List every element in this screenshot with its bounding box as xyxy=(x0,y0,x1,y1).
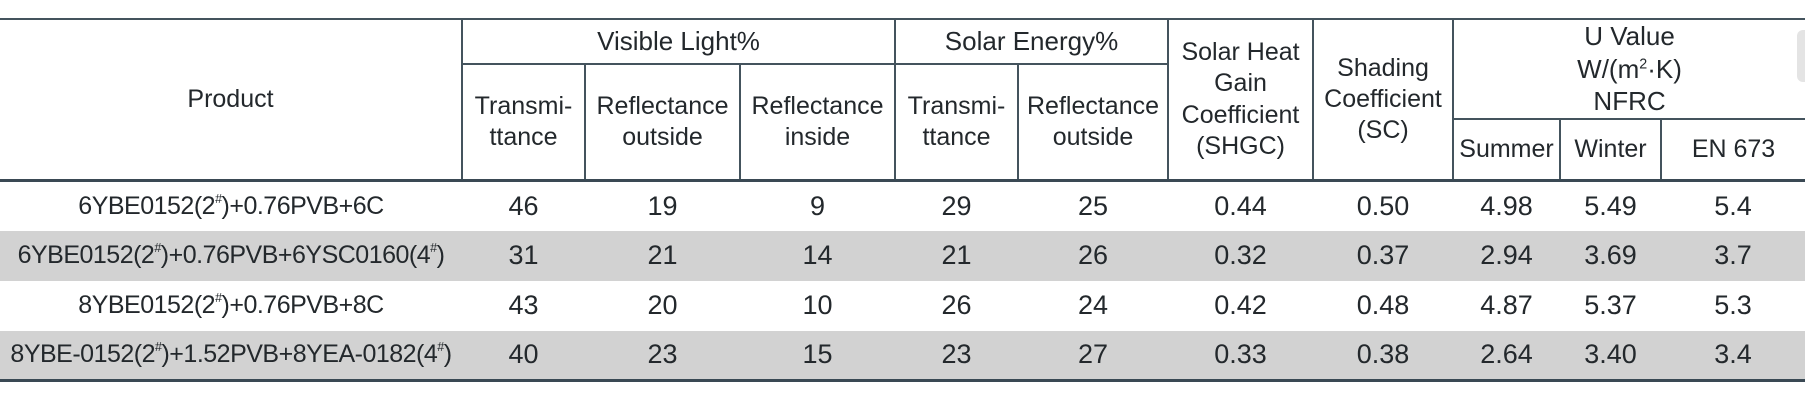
value-cell: 0.44 xyxy=(1214,190,1267,221)
value-cell: 23 xyxy=(585,330,740,382)
group-header-solar-energy: Solar Energy% xyxy=(893,19,1169,65)
value-cell: 0.48 xyxy=(1356,290,1410,320)
subheader-uvalue-summer: Summer xyxy=(1452,118,1561,182)
value-cell: 5.37 xyxy=(1584,290,1637,320)
value-cell: 10 xyxy=(802,290,833,320)
table-row: 6YBE0152(2#)+0.76PVB+6YSC0160(4#) 31 21 … xyxy=(0,230,1805,281)
value-cell: 9 xyxy=(809,190,826,221)
scrollbar-thumb[interactable] xyxy=(1797,30,1805,82)
col-header-shgc: Solar Heat Gain Coefficient (SHGC) xyxy=(1167,19,1314,182)
table-row: 8YBE-0152(2#)+1.52PVB+8YEA-0182(4#) 40 2… xyxy=(0,330,1805,382)
subheader-se-reflectance-outside: Reflectance outside xyxy=(1016,64,1169,182)
value-cell: 5.49 xyxy=(1584,190,1637,221)
value-cell: 26 xyxy=(941,290,972,320)
value-cell: 21 xyxy=(941,240,972,270)
value-cell: 3.69 xyxy=(1584,240,1637,270)
product-cell: 6YBE0152(2#)+0.76PVB+6YSC0160(4#) xyxy=(17,240,445,269)
table-row: 6YBE0152(2#)+0.76PVB+6C 46 19 9 29 25 0.… xyxy=(0,181,1805,231)
glass-performance-table: Product Visible Light% Solar Energy% Sol… xyxy=(0,18,1805,382)
value-cell: 3.40 xyxy=(1560,330,1662,382)
value-cell: 5.4 xyxy=(1714,190,1752,221)
value-cell: 23 xyxy=(895,330,1018,382)
value-cell: 29 xyxy=(941,190,972,221)
value-cell: 3.7 xyxy=(1714,240,1752,270)
group-header-visible-light: Visible Light% xyxy=(461,19,895,65)
value-cell: 0.32 xyxy=(1214,240,1267,270)
value-cell: 27 xyxy=(1018,330,1169,382)
value-cell: 21 xyxy=(647,240,678,270)
value-cell: 5.3 xyxy=(1714,290,1752,320)
value-cell: 20 xyxy=(647,290,678,320)
value-cell: 2.64 xyxy=(1453,330,1561,382)
value-cell: 15 xyxy=(740,330,895,382)
value-cell: 4.87 xyxy=(1480,290,1533,320)
value-cell: 2.94 xyxy=(1480,240,1533,270)
product-cell: 8YBE0152(2#)+0.76PVB+8C xyxy=(78,290,384,319)
value-cell: 4.98 xyxy=(1480,190,1533,221)
table-row: 8YBE0152(2#)+0.76PVB+8C 43 20 10 26 24 0… xyxy=(0,281,1805,331)
product-cell: 8YBE-0152(2#)+1.52PVB+8YEA-0182(4#) xyxy=(0,330,462,382)
value-cell: 0.37 xyxy=(1356,240,1410,270)
subheader-vl-reflectance-inside: Reflectance inside xyxy=(739,64,895,182)
value-cell: 46 xyxy=(508,190,539,221)
value-cell: 40 xyxy=(462,330,585,382)
subheader-vl-transmittance: Transmi-ttance xyxy=(461,64,585,182)
value-cell: 43 xyxy=(508,290,539,320)
subheader-uvalue-winter: Winter xyxy=(1559,118,1662,182)
value-cell: 0.38 xyxy=(1313,330,1454,382)
col-header-shading-coefficient: Shading Coefficient (SC) xyxy=(1312,19,1454,182)
value-cell: 25 xyxy=(1077,190,1109,221)
value-cell: 0.42 xyxy=(1214,290,1267,320)
subheader-uvalue-en673: EN 673 xyxy=(1660,118,1805,182)
subheader-vl-reflectance-outside: Reflectance outside xyxy=(584,64,740,182)
value-cell: 0.33 xyxy=(1168,330,1314,382)
value-cell: 26 xyxy=(1077,240,1109,270)
col-header-product: Product xyxy=(0,19,462,182)
group-header-u-value: U Value W/(m2·K) NFRC xyxy=(1452,19,1805,120)
product-cell: 6YBE0152(2#)+0.76PVB+6C xyxy=(78,191,384,220)
value-cell: 24 xyxy=(1077,290,1109,320)
subheader-se-transmittance: Transmi-ttance xyxy=(894,64,1018,182)
value-cell: 14 xyxy=(802,240,833,270)
value-cell: 3.4 xyxy=(1661,330,1805,382)
value-cell: 0.50 xyxy=(1356,190,1410,221)
value-cell: 31 xyxy=(508,240,539,270)
value-cell: 19 xyxy=(647,190,678,221)
